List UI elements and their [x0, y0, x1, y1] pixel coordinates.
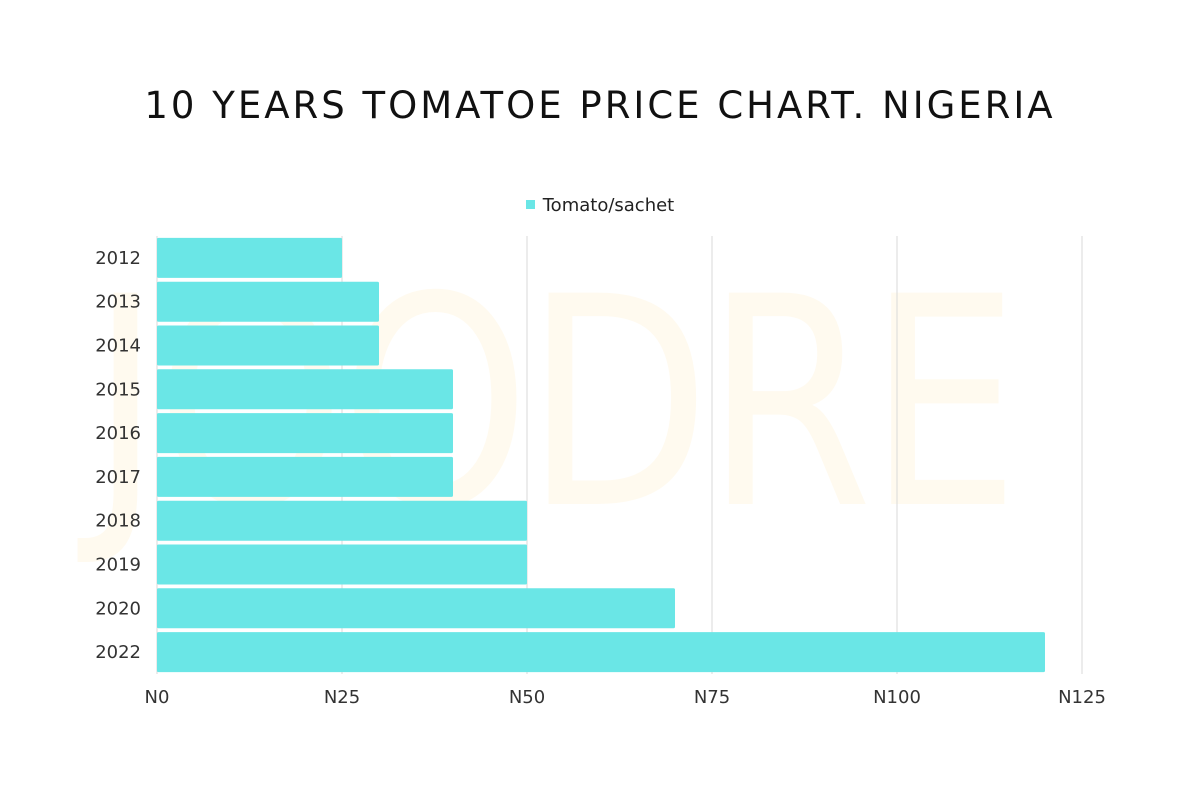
- bar-2013: [157, 281, 379, 322]
- category-label: 2015: [95, 379, 141, 400]
- chart-title: 10 YEARS TOMATOE PRICE CHART. NIGERIA: [144, 84, 1056, 127]
- category-label: 2014: [95, 336, 141, 357]
- bar-2012: [157, 237, 342, 278]
- category-label: 2017: [95, 467, 141, 488]
- bar-2019: [157, 544, 527, 585]
- x-tick-label: N50: [509, 687, 545, 708]
- x-tick-labels: N0 N25 N50 N75 N100 N125: [145, 687, 1106, 708]
- bars: [157, 237, 1045, 673]
- x-tick-label: N25: [324, 687, 360, 708]
- category-label: 2019: [95, 555, 141, 576]
- bar-2020: [157, 588, 675, 629]
- category-label: 2016: [95, 423, 141, 444]
- bar-2017: [157, 456, 453, 497]
- category-labels: 2012 2013 2014 2015 2016 2017 2018 2019 2020 2022: [95, 248, 141, 663]
- x-tick-label: N125: [1058, 687, 1106, 708]
- category-label: 2018: [95, 511, 141, 532]
- bar-2014: [157, 325, 379, 366]
- category-label: 2022: [95, 642, 141, 663]
- category-label: 2020: [95, 598, 141, 619]
- legend-swatch: [525, 200, 535, 209]
- category-label: 2013: [95, 292, 141, 313]
- legend: Tomato/sachet: [0, 195, 1200, 216]
- bar-2022: [157, 632, 1045, 673]
- category-label: 2012: [95, 248, 141, 269]
- x-tick-label: N75: [694, 687, 730, 708]
- x-tick-label: N0: [145, 687, 170, 708]
- bar-2016: [157, 413, 453, 454]
- legend-label: Tomato/sachet: [542, 195, 675, 216]
- x-tick-label: N100: [873, 687, 921, 708]
- bar-2018: [157, 500, 527, 541]
- bar-2015: [157, 369, 453, 410]
